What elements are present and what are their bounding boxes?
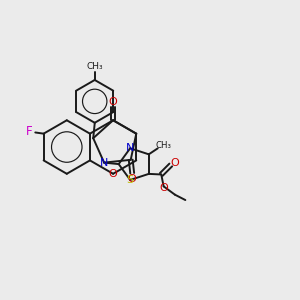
Text: CH₃: CH₃	[86, 62, 103, 71]
Text: O: O	[128, 173, 136, 184]
Text: O: O	[159, 183, 168, 193]
Text: O: O	[109, 97, 118, 106]
Text: O: O	[171, 158, 179, 169]
Text: CH₃: CH₃	[156, 142, 172, 151]
Text: S: S	[127, 175, 134, 185]
Text: O: O	[109, 169, 118, 179]
Text: F: F	[26, 125, 32, 138]
Text: N: N	[126, 143, 134, 153]
Text: N: N	[100, 158, 108, 168]
